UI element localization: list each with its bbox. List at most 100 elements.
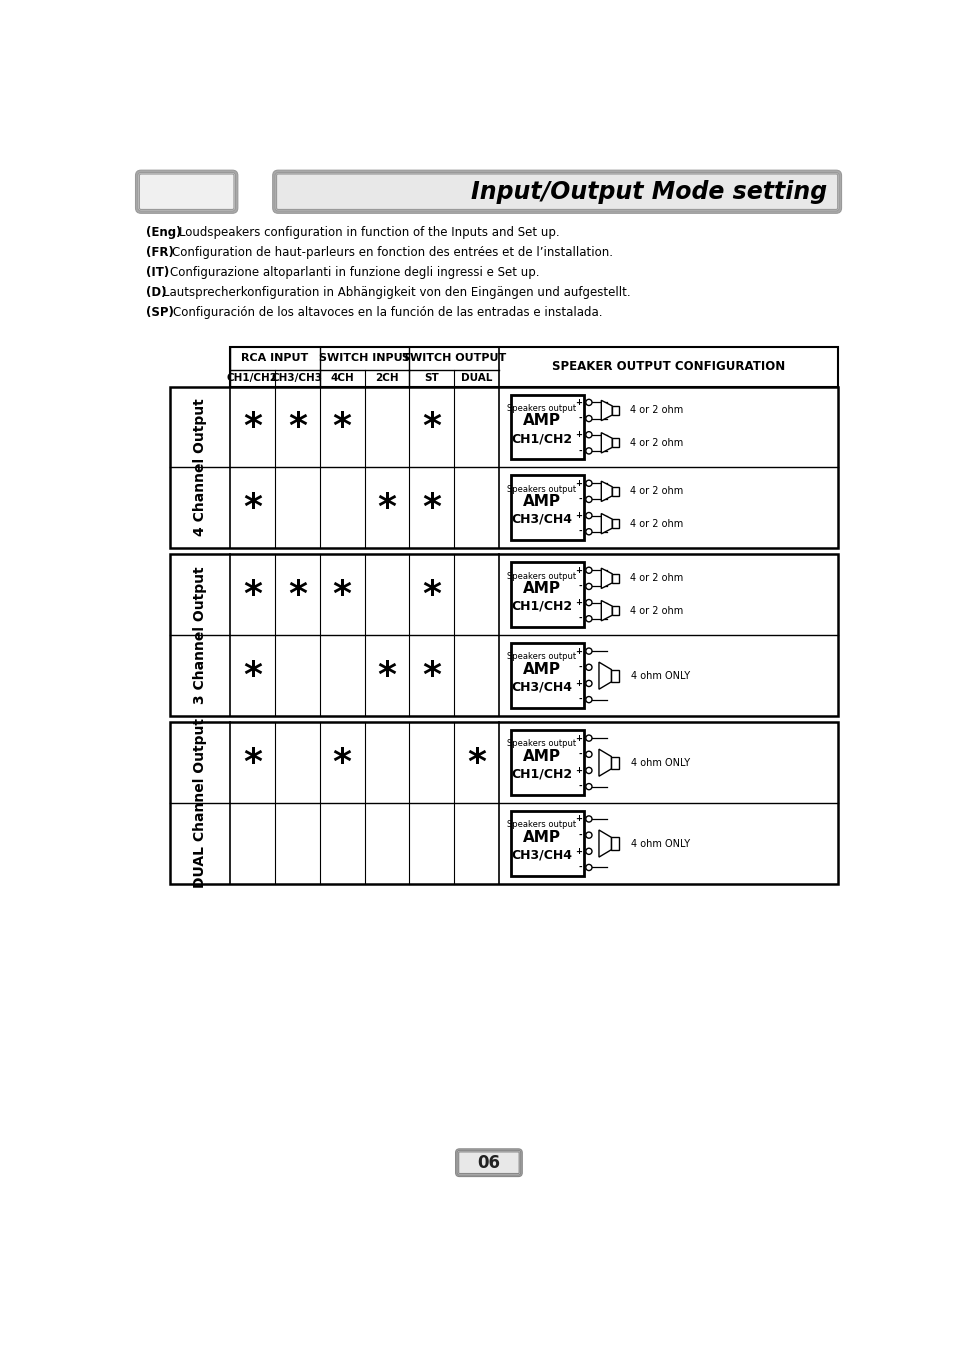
Text: Configuración de los altavoces en la función de las entradas e instalada.: Configuración de los altavoces en la fun… <box>173 306 602 318</box>
FancyBboxPatch shape <box>274 172 839 211</box>
Text: SWITCH OUTPUT: SWITCH OUTPUT <box>401 353 506 363</box>
Text: 4 Channel Output: 4 Channel Output <box>193 398 207 536</box>
Circle shape <box>585 567 592 573</box>
Text: Speakers output: Speakers output <box>506 571 576 581</box>
Text: Speakers output: Speakers output <box>506 821 576 829</box>
Text: 4 or 2 ohm: 4 or 2 ohm <box>629 405 682 416</box>
Text: *: * <box>288 578 307 612</box>
Text: *: * <box>243 746 262 780</box>
Text: -: - <box>578 447 581 455</box>
Circle shape <box>585 735 592 741</box>
Text: +: + <box>575 510 581 520</box>
Text: *: * <box>422 492 441 525</box>
Text: *: * <box>243 410 262 444</box>
Text: -: - <box>578 582 581 590</box>
Text: 4 or 2 ohm: 4 or 2 ohm <box>629 519 682 528</box>
Text: 06: 06 <box>476 1154 500 1171</box>
Text: +: + <box>575 479 581 487</box>
Bar <box>612 439 618 447</box>
Text: *: * <box>377 492 396 525</box>
Text: 4 or 2 ohm: 4 or 2 ohm <box>629 605 682 616</box>
Bar <box>510 730 583 795</box>
Text: -: - <box>578 496 581 504</box>
Text: -: - <box>578 695 581 704</box>
Text: *: * <box>243 578 262 612</box>
Text: Speakers output: Speakers output <box>506 653 576 661</box>
Text: *: * <box>333 746 352 780</box>
Text: CH1/CH2: CH1/CH2 <box>511 768 572 781</box>
Text: DUAL: DUAL <box>460 374 492 383</box>
Polygon shape <box>600 569 612 589</box>
Circle shape <box>585 481 592 486</box>
Text: CH1/CH2: CH1/CH2 <box>511 600 572 613</box>
Text: -: - <box>578 414 581 422</box>
Text: *: * <box>333 578 352 612</box>
Text: *: * <box>422 658 441 693</box>
Text: CH1/CH2: CH1/CH2 <box>511 432 572 445</box>
Circle shape <box>585 616 592 621</box>
Circle shape <box>585 448 592 454</box>
Text: +: + <box>575 598 581 607</box>
Text: AMP: AMP <box>522 662 560 677</box>
Text: +: + <box>575 846 581 856</box>
Circle shape <box>585 649 592 654</box>
Bar <box>170 386 838 548</box>
Circle shape <box>585 833 592 838</box>
Text: 4 or 2 ohm: 4 or 2 ohm <box>629 437 682 448</box>
Polygon shape <box>600 401 612 421</box>
Circle shape <box>585 416 592 421</box>
Circle shape <box>585 399 592 405</box>
Text: CH3/CH3: CH3/CH3 <box>272 374 322 383</box>
Text: -: - <box>578 662 581 672</box>
Text: SWITCH INPUT: SWITCH INPUT <box>318 353 410 363</box>
Text: *: * <box>243 492 262 525</box>
Polygon shape <box>600 481 612 501</box>
Circle shape <box>585 432 592 437</box>
Text: *: * <box>333 410 352 444</box>
Text: (IT): (IT) <box>146 265 170 279</box>
Text: RCA INPUT: RCA INPUT <box>241 353 308 363</box>
Text: -: - <box>578 783 581 791</box>
Circle shape <box>585 864 592 871</box>
Text: +: + <box>575 566 581 574</box>
Text: *: * <box>288 410 307 444</box>
Circle shape <box>585 751 592 757</box>
Bar <box>510 811 583 876</box>
Text: 4 ohm ONLY: 4 ohm ONLY <box>630 670 689 681</box>
Circle shape <box>585 600 592 605</box>
FancyBboxPatch shape <box>137 172 235 211</box>
Circle shape <box>585 584 592 589</box>
Text: Input/Output Mode setting: Input/Output Mode setting <box>470 180 826 203</box>
FancyBboxPatch shape <box>139 175 233 210</box>
Bar <box>611 669 618 682</box>
Text: Speakers output: Speakers output <box>506 403 576 413</box>
Text: CH1/CH2: CH1/CH2 <box>227 374 277 383</box>
Polygon shape <box>600 601 612 621</box>
Text: -: - <box>578 830 581 839</box>
Circle shape <box>585 513 592 519</box>
Text: 4 ohm ONLY: 4 ohm ONLY <box>630 758 689 768</box>
Bar <box>612 574 618 584</box>
Text: AMP: AMP <box>522 581 560 596</box>
Circle shape <box>585 497 592 502</box>
Bar <box>611 757 618 769</box>
Bar <box>612 607 618 615</box>
Text: CH3/CH4: CH3/CH4 <box>511 681 572 693</box>
Bar <box>170 554 838 716</box>
Text: +: + <box>575 734 581 742</box>
Text: Configurazione altoparlanti in funzione degli ingressi e Set up.: Configurazione altoparlanti in funzione … <box>170 265 538 279</box>
FancyBboxPatch shape <box>458 1152 518 1174</box>
Text: *: * <box>377 658 396 693</box>
Text: (SP): (SP) <box>146 306 174 318</box>
FancyBboxPatch shape <box>456 1151 520 1175</box>
Text: 4 or 2 ohm: 4 or 2 ohm <box>629 486 682 497</box>
Text: SPEAKER OUTPUT CONFIGURATION: SPEAKER OUTPUT CONFIGURATION <box>552 360 784 374</box>
FancyBboxPatch shape <box>273 171 841 214</box>
Text: +: + <box>575 815 581 823</box>
Text: ST: ST <box>424 374 438 383</box>
Text: -: - <box>578 862 581 872</box>
Bar <box>170 722 838 884</box>
FancyBboxPatch shape <box>456 1148 521 1177</box>
Circle shape <box>585 816 592 822</box>
Text: *: * <box>422 410 441 444</box>
